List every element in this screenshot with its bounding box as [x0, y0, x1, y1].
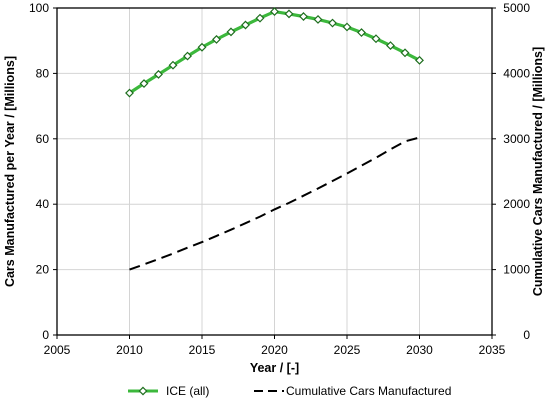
data-point-ice	[197, 42, 207, 52]
x-tick-label: 2015	[189, 343, 216, 357]
data-point-ice	[342, 22, 352, 32]
data-point-ice	[284, 9, 294, 19]
y-axis-ticks: 0 20 40 60 80 100	[29, 1, 57, 342]
data-point-ice	[154, 69, 163, 79]
y2-tick-label: 5000	[503, 1, 530, 15]
data-point-ice	[371, 34, 381, 44]
series-layer	[125, 7, 424, 271]
legend-label-cumulative: Cumulative Cars Manufactured	[286, 384, 451, 398]
data-point-ice	[139, 79, 149, 88]
y-tick-label: 40	[36, 197, 50, 211]
legend-label-ice: ICE (all)	[166, 384, 209, 398]
data-point-ice	[386, 41, 395, 51]
series-line-cumulative	[129, 136, 420, 271]
x-tick-label: 2025	[334, 343, 361, 357]
data-point-ice	[212, 34, 221, 44]
y2-tick-label: 3000	[503, 132, 530, 146]
data-point-ice	[241, 20, 250, 30]
x-tick-label: 2030	[406, 343, 433, 357]
data-point-ice	[415, 55, 424, 65]
data-point-ice	[226, 27, 236, 37]
legend-entry-ice: ICE (all)	[128, 384, 209, 398]
data-point-ice	[400, 48, 410, 58]
legend-swatch-ice-marker	[138, 386, 148, 396]
data-point-ice	[168, 60, 178, 70]
data-point-ice	[255, 13, 265, 23]
x-tick-label: 2005	[44, 343, 71, 357]
legend: ICE (all) Cumulative Cars Manufactured	[128, 384, 451, 398]
x-tick-label: 2010	[116, 343, 143, 357]
legend-entry-cumulative: Cumulative Cars Manufactured	[254, 384, 451, 398]
x-tick-label: 2020	[261, 343, 288, 357]
y2-axis-title: Cumulative Cars Manufactured / [Millions…	[531, 47, 545, 296]
data-point-ice	[328, 18, 337, 28]
y-tick-label: 0	[42, 328, 49, 342]
y-tick-label: 60	[36, 132, 50, 146]
data-point-ice	[313, 14, 323, 24]
y-tick-label: 20	[36, 263, 50, 277]
data-point-ice	[183, 51, 192, 61]
y-tick-label: 100	[29, 1, 49, 15]
data-point-ice	[270, 7, 279, 17]
y2-tick-label: 4000	[503, 66, 530, 80]
y2-tick-label: 2000	[503, 197, 530, 211]
grid	[56, 7, 493, 336]
y2-tick-label: 0	[523, 328, 530, 342]
data-point-ice	[299, 12, 308, 21]
y2-tick-label: 1000	[503, 263, 530, 277]
y-tick-label: 80	[36, 66, 50, 80]
x-tick-label: 2035	[479, 343, 506, 357]
data-point-ice	[125, 88, 134, 98]
x-axis-ticks: 2005 2010 2015 2020 2025 2030 2035	[44, 335, 506, 357]
y-axis-title: Cars Manufactured per Year / [Millions]	[3, 56, 17, 287]
data-point-ice	[357, 28, 366, 37]
x-axis-title: Year / [-]	[250, 361, 299, 375]
y2-axis-ticks: 0 1000 2000 3000 4000 5000	[492, 1, 530, 342]
